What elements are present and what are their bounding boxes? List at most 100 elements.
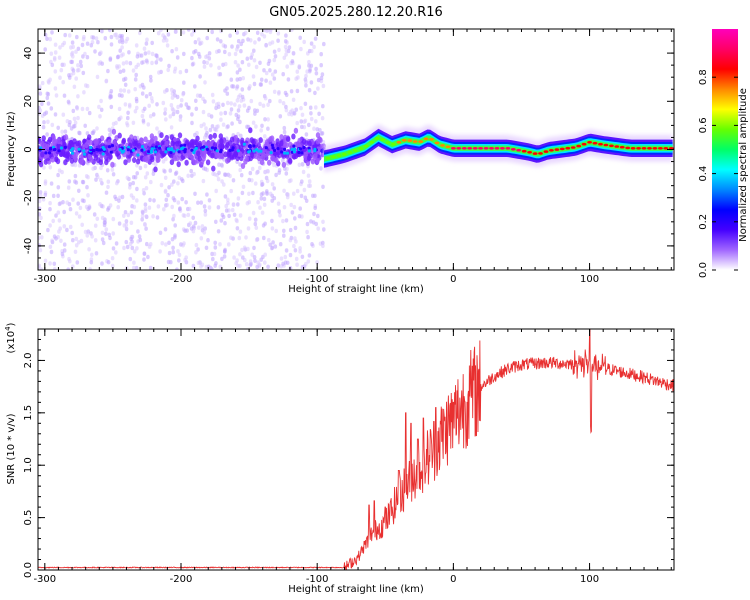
noise-point — [46, 119, 50, 125]
noise-point — [173, 233, 177, 238]
noise-point — [125, 175, 130, 180]
noise-point — [62, 40, 67, 46]
noise-point — [266, 264, 270, 269]
noise-core-point — [153, 166, 158, 173]
noise-peak-point — [283, 147, 287, 151]
snr-y-axis-label: SNR (10 * v/v) — [6, 413, 17, 484]
noise-point — [108, 95, 112, 100]
noise-peak-point — [210, 146, 215, 150]
ridge-peak-point — [527, 151, 532, 154]
noise-point — [140, 113, 145, 119]
noise-point — [164, 242, 168, 247]
noise-core-point — [175, 140, 180, 147]
noise-core-point — [55, 158, 61, 165]
noise-point — [134, 265, 139, 270]
noise-point — [136, 229, 140, 234]
y-tick-label: -20 — [23, 190, 34, 206]
noise-peak-point — [190, 148, 194, 152]
noise-point — [124, 60, 129, 65]
noise-point — [51, 193, 56, 199]
noise-point — [141, 118, 146, 123]
noise-point — [85, 185, 89, 190]
noise-point — [85, 106, 90, 112]
spectrogram-ridge-layer — [324, 124, 674, 173]
noise-point — [171, 245, 175, 250]
noise-point — [49, 51, 54, 56]
noise-point — [135, 246, 139, 251]
noise-point — [125, 244, 130, 250]
noise-point — [295, 188, 300, 194]
noise-core-point — [153, 135, 158, 142]
noise-peak-point — [169, 148, 173, 152]
noise-point — [174, 47, 179, 52]
noise-point — [172, 213, 176, 219]
noise-point — [61, 200, 65, 205]
noise-point — [108, 29, 112, 33]
noise-point — [303, 118, 308, 124]
noise-core-point — [56, 138, 61, 145]
noise-point — [143, 175, 148, 180]
noise-point — [133, 87, 137, 92]
noise-point — [81, 70, 86, 76]
noise-point — [259, 82, 264, 87]
noise-point — [155, 126, 159, 131]
noise-point — [247, 191, 251, 196]
noise-point — [77, 188, 81, 193]
noise-peak-point — [213, 146, 218, 150]
noise-point — [227, 213, 231, 219]
noise-core-point — [149, 133, 155, 140]
noise-point — [76, 94, 80, 99]
noise-point — [307, 63, 311, 68]
noise-point — [274, 172, 278, 178]
noise-point — [42, 120, 46, 125]
noise-point — [73, 249, 78, 254]
noise-peak-point — [290, 148, 294, 152]
noise-point — [240, 247, 244, 253]
noise-point — [163, 227, 168, 232]
noise-point — [209, 266, 213, 270]
noise-point — [312, 211, 316, 217]
noise-point — [310, 242, 314, 247]
noise-point — [50, 122, 55, 128]
noise-point — [48, 261, 52, 266]
ridge-peak-point — [581, 142, 587, 146]
noise-point — [179, 98, 184, 103]
noise-point — [196, 200, 200, 205]
ridge-peak-point — [336, 154, 342, 157]
x-tick-label: -200 — [170, 574, 193, 585]
noise-peak-point — [264, 146, 268, 150]
noise-point — [276, 201, 281, 206]
noise-point — [145, 171, 150, 176]
noise-point — [131, 180, 135, 186]
noise-core-point — [233, 151, 238, 158]
noise-point — [100, 237, 105, 242]
colorbar: 0.0 0.2 0.4 0.6 0.8 Normalized spectral ampl… — [698, 29, 749, 278]
noise-point — [223, 110, 228, 116]
noise-point — [295, 69, 300, 74]
noise-point — [176, 200, 181, 205]
noise-point — [113, 194, 117, 199]
noise-core-point — [279, 134, 284, 141]
noise-point — [66, 267, 70, 270]
noise-point — [150, 51, 155, 57]
ridge-peak-point — [554, 148, 560, 151]
noise-point — [201, 109, 206, 115]
noise-point — [67, 73, 71, 78]
noise-point — [207, 198, 212, 203]
noise-point — [300, 124, 304, 130]
x-tick-label: 0 — [450, 574, 456, 585]
noise-point — [262, 68, 266, 73]
noise-point — [167, 63, 171, 69]
noise-point — [282, 125, 287, 131]
noise-core-point — [142, 143, 148, 150]
noise-point — [189, 168, 193, 174]
noise-point — [238, 67, 242, 72]
noise-point — [281, 218, 285, 224]
noise-point — [289, 202, 294, 208]
noise-point — [180, 177, 184, 182]
noise-point — [239, 49, 243, 54]
noise-point — [77, 130, 81, 135]
ridge-peak-point — [494, 147, 500, 150]
noise-point — [76, 46, 81, 51]
noise-core-point — [259, 159, 265, 166]
